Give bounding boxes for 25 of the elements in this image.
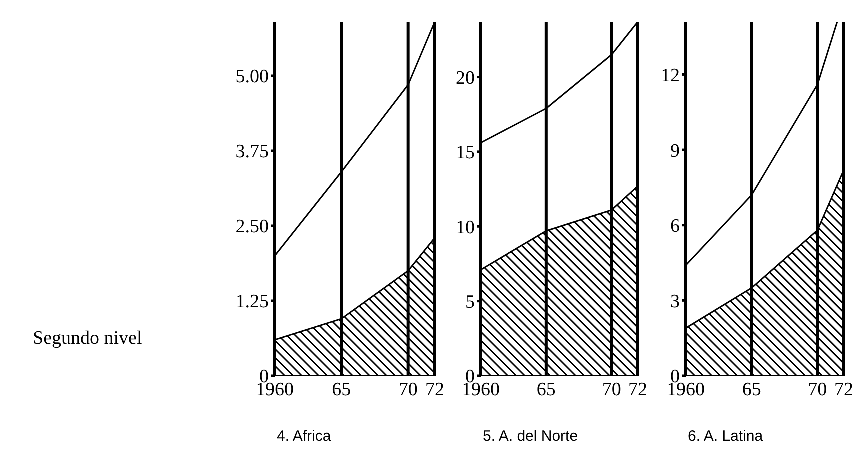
x-tick-label: 65 — [332, 379, 352, 400]
text: 4. Africa — [277, 428, 332, 445]
x-tick-label: 70 — [602, 379, 622, 400]
x-tick-label: 72 — [426, 379, 444, 400]
y-tick-label: 2.50 — [236, 216, 269, 238]
y-tick-label: 5 — [466, 292, 475, 314]
x-tick-label: 70 — [398, 379, 418, 400]
x-tick-label: 65 — [536, 379, 556, 400]
y-tick-label: 20 — [456, 68, 475, 90]
text: 6. A. Latina — [688, 428, 764, 445]
y-tick-label: 6 — [670, 216, 680, 238]
text: 5. A. del Norte — [483, 428, 578, 445]
y-tick-label: 10 — [456, 217, 475, 238]
y-tick-label: 5.00 — [236, 66, 269, 88]
text: Segundo nivel — [33, 328, 142, 350]
y-tick-label: 9 — [670, 140, 680, 162]
x-tick-label: 72 — [834, 379, 854, 400]
x-tick-label: 72 — [628, 379, 648, 400]
y-tick-label: 1.25 — [236, 292, 269, 313]
x-tick-label: 70 — [808, 379, 828, 400]
x-tick-label: 65 — [742, 379, 762, 400]
y-tick-label: 3 — [670, 291, 680, 312]
y-tick-label: 3.75 — [236, 142, 269, 163]
y-tick-label: 12 — [661, 65, 680, 86]
y-tick-label: 15 — [456, 142, 475, 164]
